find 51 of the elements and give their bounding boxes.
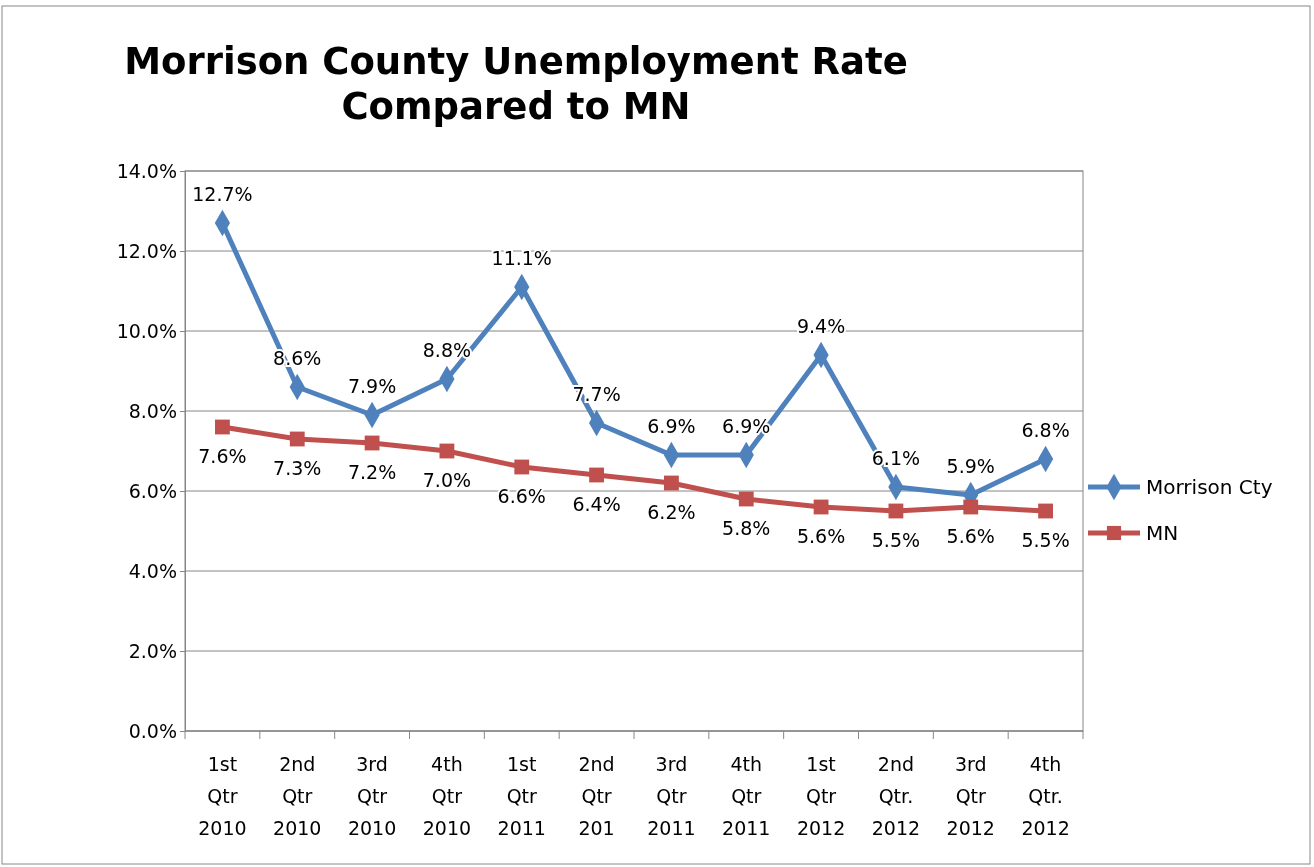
y-tick-label: 14.0% bbox=[116, 159, 177, 182]
y-tick-label: 0.0% bbox=[128, 719, 177, 742]
legend-label: Morrison Cty bbox=[1146, 475, 1273, 499]
x-tick-label: 4th Qtr. 2012 bbox=[1021, 753, 1070, 839]
point bbox=[738, 491, 754, 507]
y-tick-label: 4.0% bbox=[128, 559, 177, 582]
data-label: 6.2% bbox=[647, 501, 696, 523]
data-label: 7.0% bbox=[422, 469, 472, 491]
data-label: 12.7% bbox=[192, 183, 253, 205]
data-label: 11.1% bbox=[491, 247, 552, 269]
y-tick-label: 8.0% bbox=[128, 399, 177, 422]
y-tick-label: 12.0% bbox=[116, 239, 177, 262]
point bbox=[963, 499, 979, 515]
data-label: 5.9% bbox=[946, 455, 995, 477]
data-label: 9.4% bbox=[796, 315, 846, 337]
x-tick-label: 4th Qtr 2011 bbox=[722, 753, 771, 839]
x-tick-label: 2nd Qtr. 2012 bbox=[871, 753, 921, 839]
x-tick-label: 3rd Qtr 2010 bbox=[347, 753, 397, 839]
data-label: 6.6% bbox=[497, 485, 546, 507]
point bbox=[1038, 503, 1053, 519]
data-label: 7.3% bbox=[273, 457, 322, 479]
point bbox=[664, 475, 679, 491]
data-label: 7.2% bbox=[347, 461, 397, 483]
x-tick-label: 1st Qtr 2010 bbox=[198, 753, 247, 839]
x-tick-label: 2nd Qtr 2010 bbox=[273, 753, 322, 839]
x-tick-label: 2nd Qtr 201 bbox=[578, 753, 615, 839]
x-tick-label: 3rd Qtr 2012 bbox=[946, 753, 995, 839]
x-tick-label: 3rd Qtr 2011 bbox=[647, 753, 696, 839]
x-tick-label: 4th Qtr 2010 bbox=[422, 753, 472, 839]
data-label: 5.6% bbox=[796, 525, 846, 547]
legend-label: MN bbox=[1146, 521, 1179, 545]
data-label: 5.5% bbox=[871, 529, 921, 551]
data-label: 5.5% bbox=[1021, 529, 1070, 551]
point bbox=[514, 459, 530, 475]
data-label: 8.8% bbox=[422, 339, 472, 361]
point bbox=[589, 467, 604, 483]
data-label: 7.9% bbox=[347, 375, 397, 397]
data-label: 7.6% bbox=[198, 445, 247, 467]
data-label: 6.8% bbox=[1021, 419, 1070, 441]
x-tick-label: 1st Qtr 2011 bbox=[497, 753, 546, 839]
data-label: 6.9% bbox=[647, 415, 696, 437]
y-tick-label: 10.0% bbox=[116, 319, 177, 342]
y-tick-label: 2.0% bbox=[128, 639, 177, 662]
x-tick-label: 1st Qtr 2012 bbox=[796, 753, 846, 839]
chart-title: Morrison County Unemployment Rate Compared to MN bbox=[124, 40, 908, 128]
data-label: 5.6% bbox=[946, 525, 995, 547]
point bbox=[215, 419, 230, 435]
data-label: 5.8% bbox=[722, 517, 771, 539]
point bbox=[289, 431, 305, 447]
data-label: 6.4% bbox=[572, 493, 621, 515]
y-tick-label: 6.0% bbox=[128, 479, 177, 502]
